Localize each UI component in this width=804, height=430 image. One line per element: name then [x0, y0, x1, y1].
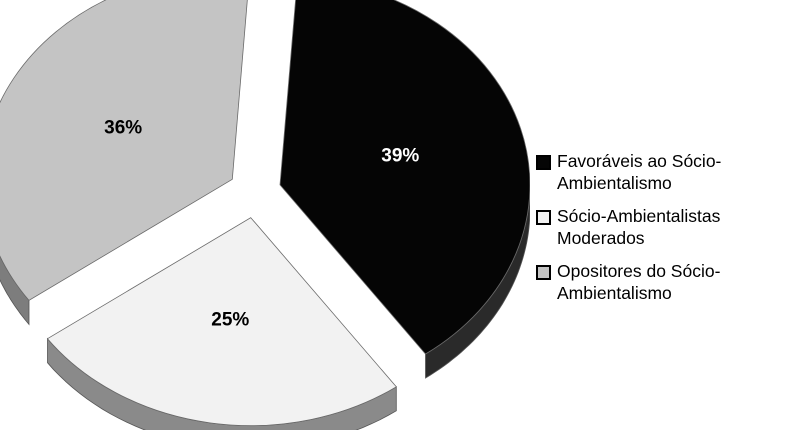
legend-swatch [536, 155, 551, 170]
pie-slice-opositores-do-socio-ambientalismo [0, 0, 248, 301]
data-label-socio-ambientalistas-moderados: 25% [211, 309, 249, 330]
legend-label: Sócio-Ambientalistas Moderados [557, 206, 721, 248]
data-label-favoraveis-ao-socio-ambientalismo: 39% [381, 146, 419, 167]
chart-legend: Favoráveis ao Sócio-Ambientalismo Sócio-A… [536, 150, 804, 315]
legend-item-favoraveis-ao-socio-ambientalismo: Favoráveis ao Sócio-Ambientalismo [536, 150, 804, 194]
data-label-opositores-do-socio-ambientalismo: 36% [104, 118, 142, 139]
legend-item-socio-ambientalistas-moderados: Sócio-Ambientalistas Moderados [536, 205, 804, 249]
legend-item-opositores-do-socio-ambientalismo: Opositores do Sócio-Ambientalismo [536, 260, 804, 304]
legend-label: Opositores do Sócio-Ambientalismo [557, 261, 721, 303]
legend-swatch [536, 265, 551, 280]
pie-chart: 39% 25% 36% [0, 0, 530, 430]
pie-slice-socio-ambientalistas-moderados [46, 217, 397, 427]
legend-swatch [536, 210, 551, 225]
legend-label: Favoráveis ao Sócio-Ambientalismo [557, 151, 722, 193]
pie-slice-favoraveis-ao-socio-ambientalismo [279, 0, 530, 355]
